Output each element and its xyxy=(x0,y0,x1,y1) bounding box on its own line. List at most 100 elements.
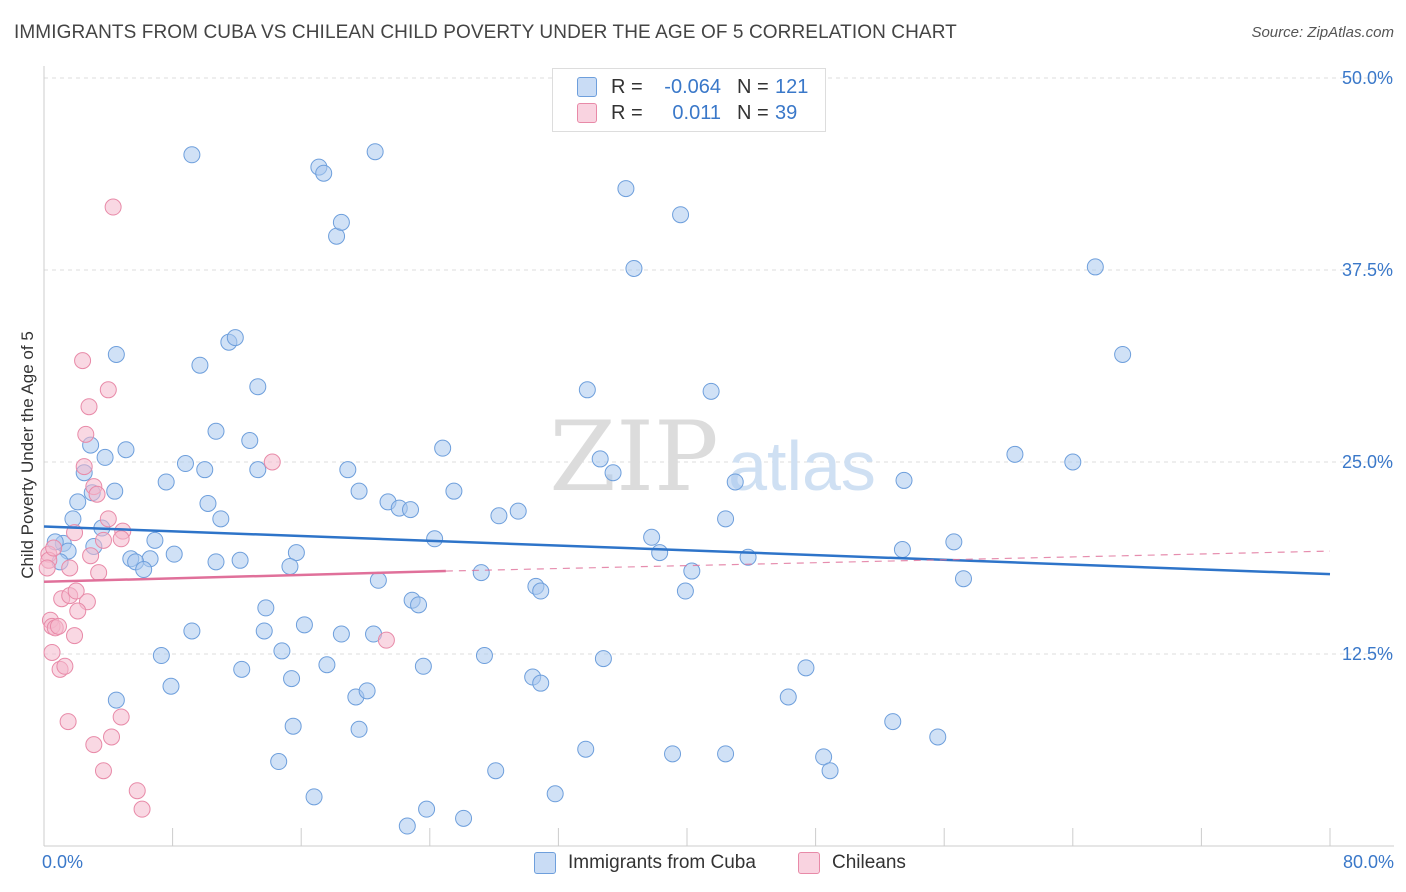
cuba-point-39 xyxy=(895,471,913,489)
chilean-point-29 xyxy=(49,617,67,635)
cuba-point-55 xyxy=(643,528,661,546)
cuba-point-23 xyxy=(96,448,114,466)
watermark-zip: ZIP xyxy=(549,401,718,513)
cuba-point-93 xyxy=(233,660,251,678)
cuba-point-106 xyxy=(929,728,947,746)
cuba-point-8 xyxy=(625,259,643,277)
cuba-point-101 xyxy=(107,691,125,709)
chilean-point-37 xyxy=(85,736,103,754)
chilean-point-15 xyxy=(94,531,112,549)
cuba-point-46 xyxy=(509,502,527,520)
chilean-point-5 xyxy=(99,381,117,399)
bottom-legend-label-cuba: Immigrants from Cuba xyxy=(568,852,756,873)
cuba-point-37 xyxy=(445,482,463,500)
cuba-point-87 xyxy=(273,642,291,660)
cuba-point-63 xyxy=(945,533,963,551)
bottom-legend-chileans: Chileans xyxy=(798,852,906,874)
cuba-point-115 xyxy=(305,788,323,806)
chilean-point-3 xyxy=(104,198,122,216)
chilean-point-2 xyxy=(38,559,56,577)
cuba-point-18 xyxy=(207,422,225,440)
chart-title: IMMIGRANTS FROM CUBA VS CHILEAN CHILD PO… xyxy=(14,22,957,43)
cuba-point-7 xyxy=(332,213,350,231)
cuba-point-58 xyxy=(165,545,183,563)
legend-r-value-chileans: 0.011 xyxy=(672,101,721,124)
cuba-point-21 xyxy=(117,441,135,459)
cuba-point-78 xyxy=(954,570,972,588)
y-tick-label-2: 37.5% xyxy=(1342,260,1393,280)
cuba-point-81 xyxy=(410,596,428,614)
cuba-point-22 xyxy=(434,439,452,457)
cuba-point-45 xyxy=(490,507,508,525)
cuba-point-26 xyxy=(249,461,267,479)
chilean-point-7 xyxy=(77,425,95,443)
cuba-point-49 xyxy=(717,510,735,528)
cuba-point-104 xyxy=(284,717,302,735)
cuba-point-33 xyxy=(157,473,175,491)
cuba-point-102 xyxy=(779,688,797,706)
chilean-point-4 xyxy=(74,352,92,370)
cuba-point-91 xyxy=(318,656,336,674)
chilean-point-35 xyxy=(59,713,77,731)
cuba-point-68 xyxy=(207,553,225,571)
cuba-point-77 xyxy=(676,582,694,600)
cuba-point-62 xyxy=(893,541,911,559)
cuba-point-2 xyxy=(315,164,333,182)
y-axis-title: Child Poverty Under the Age of 5 xyxy=(18,331,37,579)
chilean-point-12 xyxy=(99,510,117,528)
cuba-point-114 xyxy=(546,785,564,803)
cuba-point-5 xyxy=(672,206,690,224)
y-tick-label-3: 50.0% xyxy=(1342,68,1393,88)
cuba-point-118 xyxy=(398,817,416,835)
cuba-point-35 xyxy=(106,482,124,500)
cuba-point-103 xyxy=(884,713,902,731)
chilean-point-8 xyxy=(263,453,281,471)
cuba-point-83 xyxy=(255,622,273,640)
cuba-point-13 xyxy=(191,356,209,374)
cuba-point-31 xyxy=(1064,453,1082,471)
cuba-point-12 xyxy=(107,345,125,363)
legend-r-label: R = xyxy=(611,75,643,98)
chilean-point-18 xyxy=(82,547,100,565)
x-min-label: 0.0% xyxy=(42,852,84,872)
chilean-point-16 xyxy=(112,530,130,548)
cuba-point-72 xyxy=(472,564,490,582)
cuba-point-112 xyxy=(487,762,505,780)
legend-swatch-cuba xyxy=(577,77,597,97)
y-tick-label-0: 12.5% xyxy=(1342,644,1393,664)
cuba-point-73 xyxy=(683,562,701,580)
cuba-point-3 xyxy=(366,143,384,161)
cuba-point-41 xyxy=(199,494,217,512)
cuba-point-76 xyxy=(532,582,550,600)
y-tick-label-1: 25.0% xyxy=(1342,452,1393,472)
cuba-point-97 xyxy=(797,659,815,677)
cuba-point-19 xyxy=(241,431,259,449)
cuba-point-59 xyxy=(287,544,305,562)
chilean-point-22 xyxy=(69,602,87,620)
source-label: Source: ZipAtlas.com xyxy=(1251,24,1394,41)
cuba-point-117 xyxy=(455,809,473,827)
cuba-point-107 xyxy=(577,740,595,758)
cuba-point-15 xyxy=(578,381,596,399)
cuba-point-24 xyxy=(176,455,194,473)
grid-lines xyxy=(44,77,1394,655)
trend-lines xyxy=(43,525,1331,584)
bottom-legend-swatch-chileans xyxy=(798,852,820,874)
cuba-point-38 xyxy=(726,473,744,491)
cuba-point-4 xyxy=(617,180,635,198)
cuba-point-100 xyxy=(358,682,376,700)
cuba-point-36 xyxy=(350,482,368,500)
cuba-point-25 xyxy=(196,461,214,479)
cuba-point-40 xyxy=(69,493,87,511)
bottom-legend-cuba: Immigrants from Cuba xyxy=(534,852,756,874)
cuba-point-85 xyxy=(332,625,350,643)
chilean-point-36 xyxy=(112,708,130,726)
cuba-point-98 xyxy=(162,677,180,695)
cuba-point-70 xyxy=(135,561,153,579)
cuba-point-82 xyxy=(183,622,201,640)
watermark-atlas: atlas xyxy=(728,427,876,505)
correlation-legend: R = -0.064 N = 121 R = 0.011 N = 39 xyxy=(552,68,826,132)
chilean-point-25 xyxy=(67,582,85,600)
cuba-point-79 xyxy=(257,599,275,617)
